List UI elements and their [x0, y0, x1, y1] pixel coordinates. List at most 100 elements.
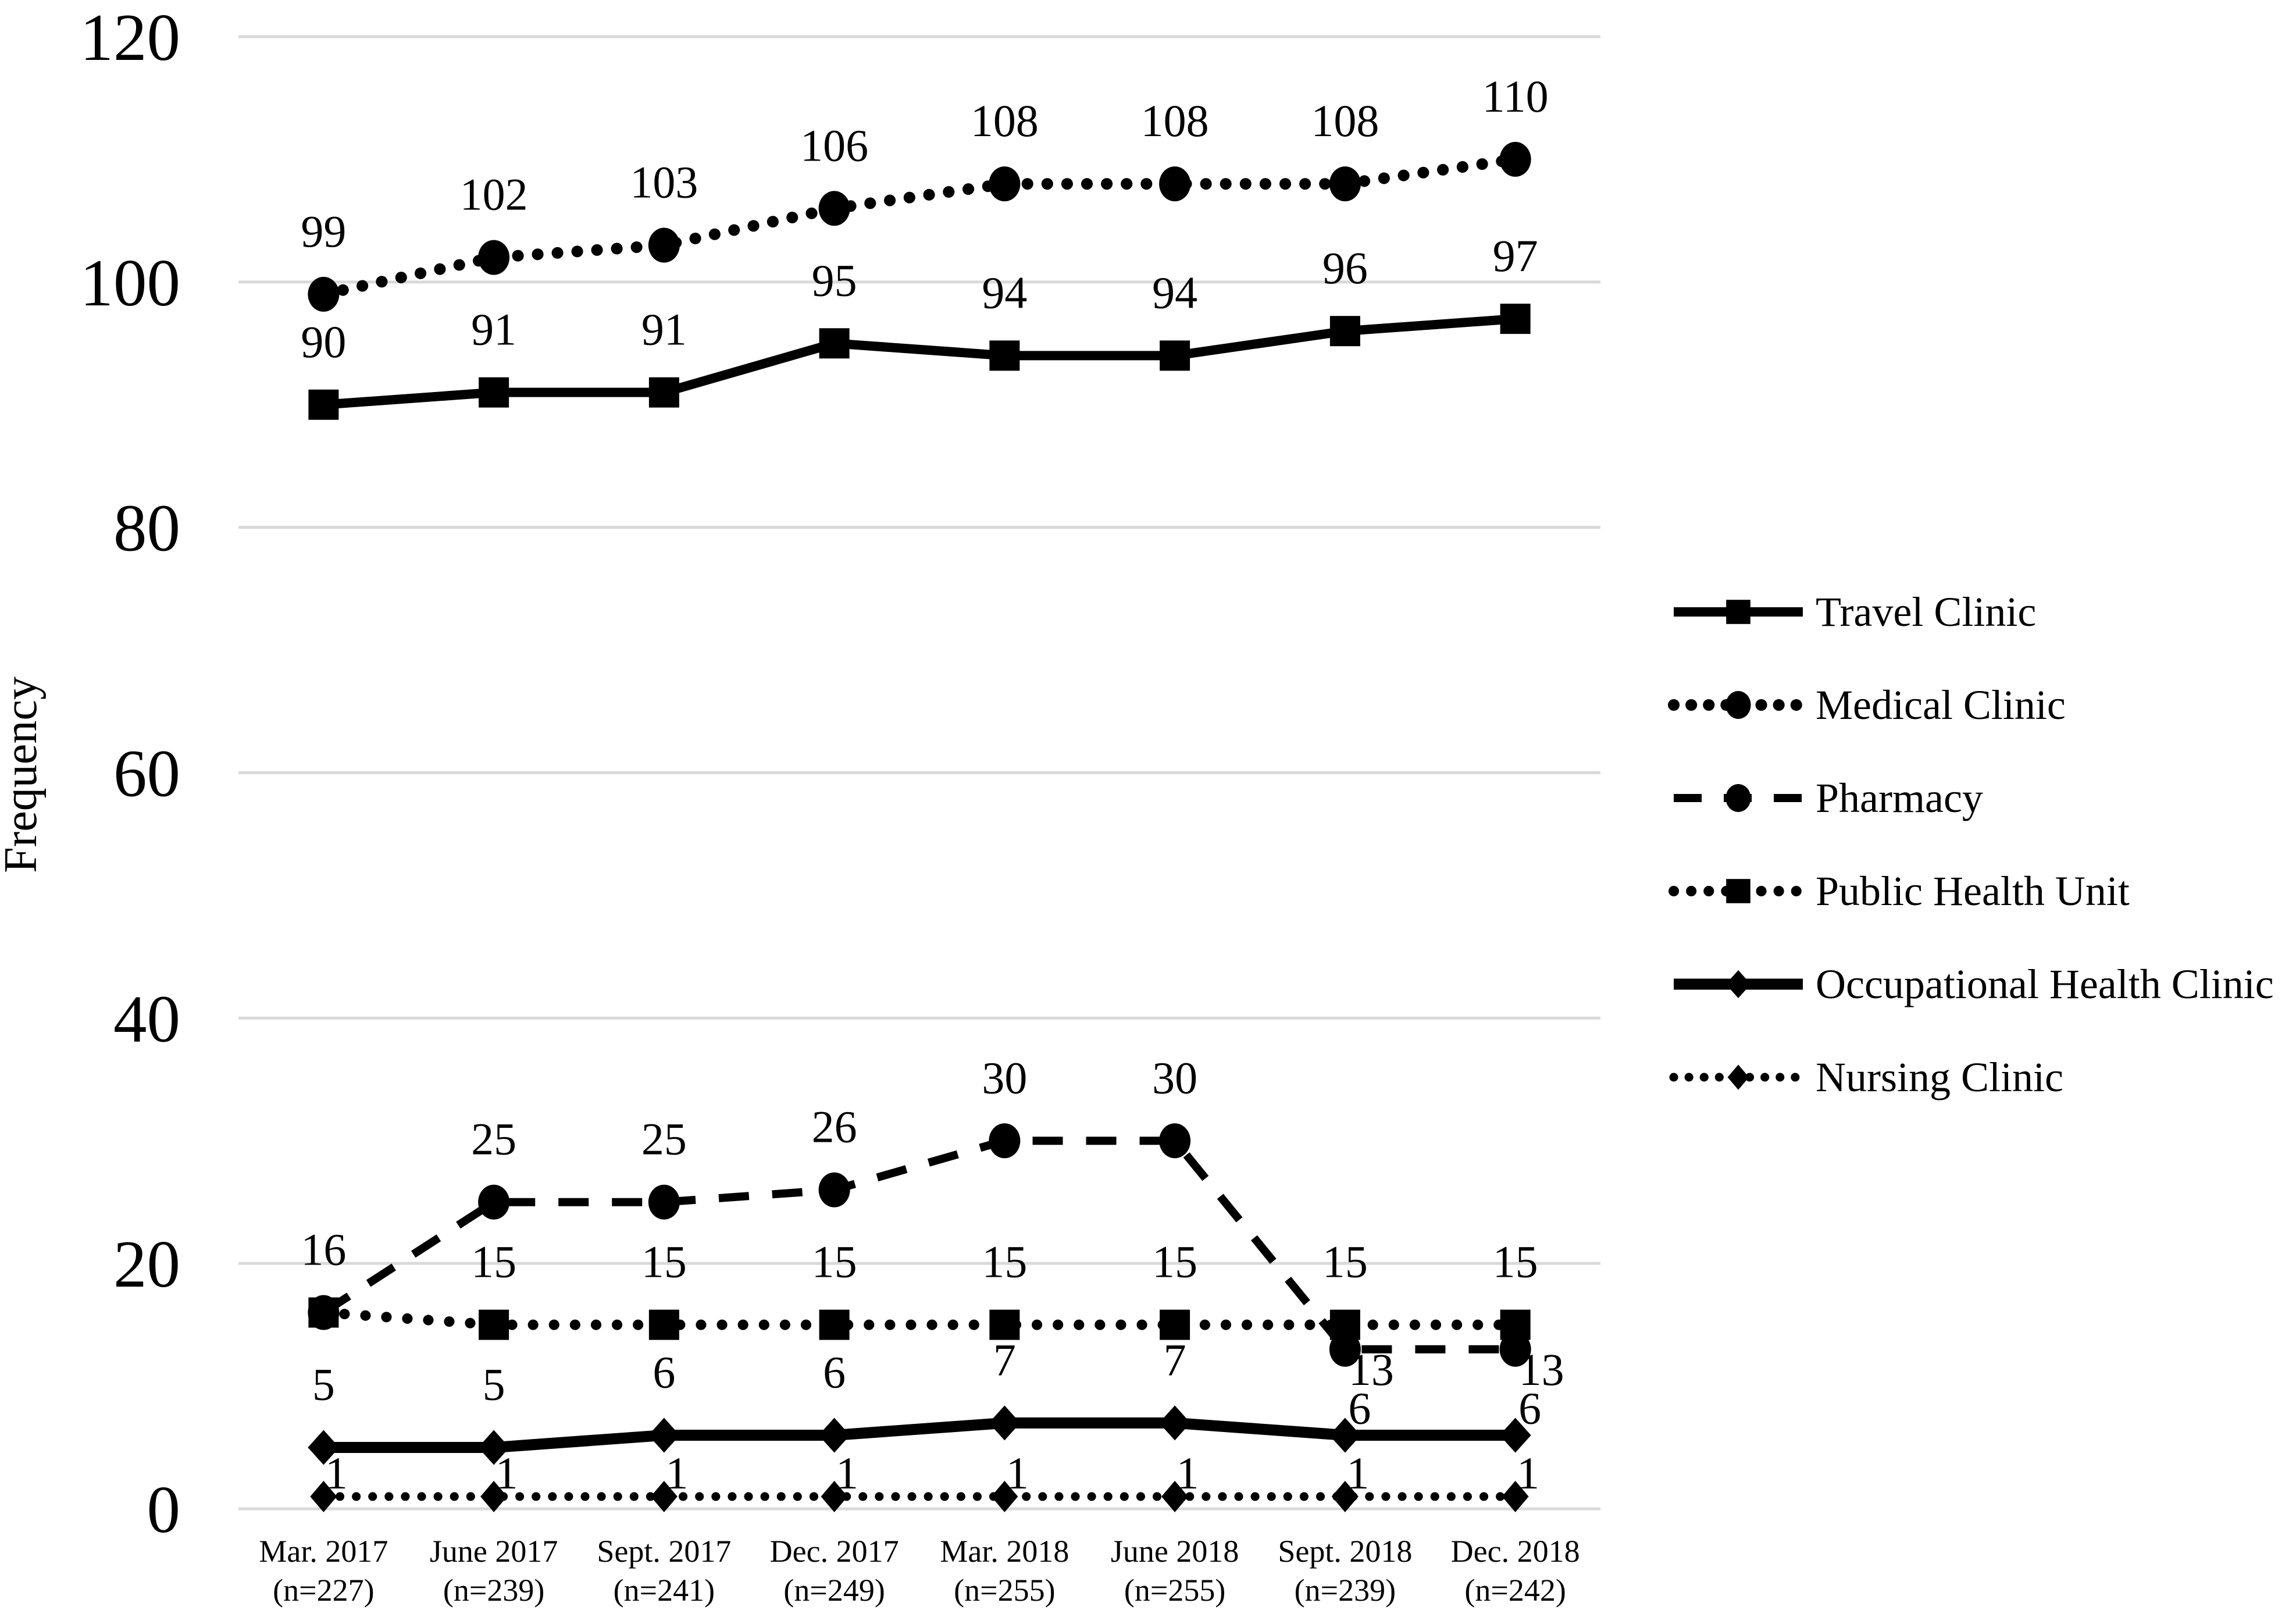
value-label: 15: [1493, 1237, 1538, 1287]
x-tick-label: Dec. 2017: [770, 1534, 899, 1569]
legend-label: Travel Clinic: [1816, 588, 2037, 635]
x-tick-sublabel: (n=255): [954, 1573, 1055, 1608]
pharmacy-line-sample-icon: [1674, 784, 1803, 812]
value-label: 6: [653, 1347, 675, 1397]
public-health-unit-line-sample-icon: [1668, 879, 1808, 903]
value-label: 103: [630, 157, 698, 208]
value-label: 15: [641, 1237, 687, 1287]
legend-label: Medical Clinic: [1816, 681, 2066, 728]
value-label: 1: [665, 1448, 688, 1498]
value-label: 6: [1348, 1383, 1371, 1433]
series-line-occupational-health-clinic: [323, 1417, 1516, 1454]
series-markers-nursing-clinic: [310, 1480, 1529, 1512]
value-label: 1: [836, 1448, 858, 1498]
value-label: 15: [1322, 1237, 1368, 1287]
nursing-clinic-line-sample-icon: [1669, 1064, 1807, 1090]
series-value-labels-travel-clinic: 90 91 91 95 94 94 96 97: [301, 230, 1538, 367]
x-tick-label: June 2017: [430, 1534, 558, 1569]
series-value-labels-nursing-clinic: 1 1 1 1 1 1 1 1: [325, 1448, 1539, 1498]
series-value-labels-medical-clinic: 99 102 103 106 108 108 108 110: [301, 71, 1548, 257]
legend-item-travel-clinic: Travel Clinic: [1671, 565, 2274, 658]
x-axis-tick-labels: Mar. 2017 (n=227) June 2017 (n=239) Sept. 20…: [259, 1534, 1580, 1608]
y-axis-title: Frequency: [0, 676, 47, 873]
y-tick-label: 100: [80, 246, 181, 320]
y-tick-label: 40: [113, 982, 180, 1056]
y-tick-label: 80: [113, 491, 180, 565]
series-value-labels-pharmacy: 25 25 26 30 30 13 13: [471, 1052, 1564, 1395]
value-label: 95: [812, 255, 857, 305]
value-label: 25: [641, 1114, 687, 1164]
y-tick-label: 20: [113, 1227, 180, 1301]
value-label: 94: [1152, 267, 1197, 318]
value-label: 1: [495, 1448, 518, 1498]
value-label: 1: [1006, 1448, 1029, 1498]
value-label: 1: [1346, 1448, 1369, 1498]
legend-label: Nursing Clinic: [1816, 1053, 2063, 1100]
gridlines: [238, 35, 1600, 1511]
value-label: 5: [312, 1359, 335, 1410]
value-label: 16: [301, 1224, 346, 1275]
value-label: 1: [1517, 1448, 1539, 1498]
series-markers-medical-clinic: [308, 141, 1531, 312]
x-tick-label: June 2018: [1111, 1534, 1239, 1569]
value-label: 99: [301, 206, 346, 257]
series-line-pharmacy: [321, 1137, 1516, 1354]
value-label: 15: [982, 1237, 1027, 1287]
value-label: 15: [471, 1237, 516, 1287]
value-label: 13: [1349, 1344, 1394, 1395]
x-tick-sublabel: (n=239): [443, 1573, 544, 1608]
value-label: 102: [460, 169, 528, 220]
series-value-labels-occupational-health-clinic: 5 5 6 6 7 7 6 6: [312, 1334, 1541, 1433]
value-label: 90: [301, 316, 346, 367]
legend-item-medical-clinic: Medical Clinic: [1668, 658, 2274, 751]
value-label: 110: [1482, 71, 1549, 122]
value-label: 96: [1322, 243, 1368, 293]
value-label: 108: [1311, 95, 1379, 146]
value-label: 25: [471, 1114, 516, 1164]
x-tick-sublabel: (n=255): [1124, 1573, 1225, 1608]
x-tick-label: Mar. 2018: [940, 1534, 1069, 1569]
legend-label: Pharmacy: [1816, 774, 1983, 821]
y-axis-tick-labels: 0 20 40 60 80 100 120: [80, 1, 181, 1547]
series-line-travel-clinic: [323, 314, 1516, 409]
value-label: 6: [823, 1347, 846, 1397]
series-markers-travel-clinic: [308, 304, 1531, 420]
value-label: 108: [1141, 95, 1209, 146]
value-label: 15: [812, 1237, 857, 1287]
x-tick-label: Mar. 2017: [259, 1534, 388, 1569]
series-markers-public-health-unit: [308, 1297, 1531, 1340]
x-tick-sublabel: (n=242): [1464, 1573, 1566, 1608]
x-tick-label: Sept. 2018: [1278, 1534, 1412, 1569]
x-tick-sublabel: (n=227): [273, 1573, 374, 1608]
x-tick-sublabel: (n=239): [1295, 1573, 1396, 1608]
value-label: 6: [1518, 1383, 1541, 1433]
value-label: 1: [1176, 1448, 1199, 1498]
value-label: 30: [1152, 1052, 1197, 1103]
series-markers-occupational-health-clinic: [308, 1405, 1531, 1465]
travel-clinic-line-sample-icon: [1674, 600, 1803, 624]
x-tick-sublabel: (n=249): [783, 1573, 885, 1608]
value-label: 94: [982, 267, 1027, 318]
value-label: 15: [1152, 1237, 1197, 1287]
legend-label: Occupational Health Clinic: [1816, 960, 2274, 1007]
value-label: 30: [982, 1052, 1027, 1103]
x-tick-sublabel: (n=241): [614, 1573, 715, 1608]
medical-clinic-line-sample-icon: [1668, 691, 1809, 719]
series-value-labels-public-health-unit: 16 15 15 15 15 15 15 15: [301, 1224, 1538, 1287]
value-label: 1: [325, 1448, 348, 1498]
value-label: 108: [971, 95, 1039, 146]
value-label: 7: [993, 1334, 1016, 1385]
legend-item-occupational-health-clinic: Occupational Health Clinic: [1671, 938, 2274, 1031]
value-label: 7: [1164, 1334, 1186, 1385]
legend-item-nursing-clinic: Nursing Clinic: [1669, 1031, 2274, 1124]
value-label: 91: [641, 304, 687, 355]
chart-legend: Travel Clinic Medical Clinic Pharmacy Publi…: [1668, 565, 2274, 1124]
legend-label: Public Health Unit: [1816, 867, 2130, 914]
legend-item-pharmacy: Pharmacy: [1671, 751, 2274, 845]
x-tick-label: Sept. 2017: [597, 1534, 731, 1569]
y-tick-label: 60: [113, 737, 180, 811]
value-label: 13: [1519, 1344, 1564, 1395]
occupational-health-clinic-line-sample-icon: [1674, 970, 1803, 998]
value-label: 5: [483, 1359, 505, 1410]
